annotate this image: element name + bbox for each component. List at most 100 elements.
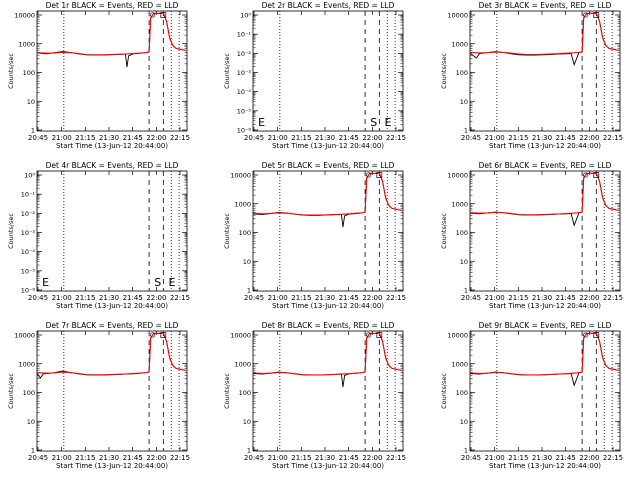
lld-series-line: [469, 332, 619, 376]
x-tick-label: 20:45: [28, 454, 48, 462]
x-tick-label: 21:45: [556, 454, 576, 462]
y-axis-label: Counts/sec: [7, 373, 15, 409]
y-tick-label: 10⁻¹: [21, 191, 36, 199]
x-tick-label: 21:15: [291, 294, 311, 302]
x-axis-label: Start Time (13-Jun-12 20:44:00): [56, 462, 168, 470]
x-tick-label: 21:30: [315, 454, 335, 462]
x-tick-label: 21:15: [291, 134, 311, 142]
panel-title: Det 9r BLACK = Events, RED = LLD: [479, 321, 612, 330]
y-tick-label: 1000: [18, 40, 35, 48]
y-tick-label: 100: [23, 389, 35, 397]
panel-title: Det 4r BLACK = Events, RED = LLD: [46, 161, 179, 170]
y-tick-label: 10⁻⁴: [21, 248, 36, 256]
x-tick-label: 22:00: [146, 134, 166, 142]
x-tick-label: 21:30: [532, 134, 552, 142]
y-tick-label: 10: [27, 418, 35, 426]
y-tick-label: 10000: [447, 332, 468, 340]
saturation-marker: [150, 332, 156, 338]
x-tick-label: 22:00: [362, 294, 382, 302]
y-axis-label: Counts/sec: [223, 213, 231, 249]
y-tick-label: 1: [464, 127, 468, 135]
event-annotation: S: [370, 116, 377, 129]
x-tick-label: 21:30: [99, 294, 119, 302]
y-tick-label: 1: [31, 447, 35, 455]
y-tick-label: 10000: [230, 172, 251, 180]
y-tick-label: 1: [247, 287, 251, 295]
saturation-marker: [150, 12, 156, 18]
x-tick-label: 21:15: [291, 454, 311, 462]
y-tick-label: 1000: [18, 360, 35, 368]
saturation-marker: [376, 332, 383, 338]
x-tick-label: 20:45: [461, 134, 481, 142]
x-tick-label: 22:15: [603, 134, 623, 142]
saturation-marker: [593, 172, 600, 178]
lld-series-line: [252, 172, 402, 216]
x-tick-label: 21:30: [99, 134, 119, 142]
lld-series-line: [252, 332, 402, 376]
y-tick-label: 1: [464, 447, 468, 455]
event-annotation: S: [154, 276, 161, 289]
x-tick-label: 21:00: [485, 454, 505, 462]
y-axis-label: Counts/sec: [7, 53, 15, 89]
panel-det-8: Det 8r BLACK = Events, RED = LLD 20:45 21:…: [223, 321, 406, 470]
lld-series-line: [469, 172, 619, 216]
x-tick-label: 21:00: [485, 294, 505, 302]
y-tick-label: 1: [247, 447, 251, 455]
x-tick-label: 22:00: [579, 454, 599, 462]
y-axis-label: Counts/sec: [223, 53, 231, 89]
saturation-marker: [593, 12, 600, 18]
y-tick-label: 10⁻⁵: [237, 107, 252, 115]
saturation-marker: [593, 332, 600, 338]
x-tick-label: 22:15: [386, 134, 406, 142]
saturation-marker: [366, 332, 372, 338]
x-tick-label: 21:45: [123, 294, 143, 302]
y-tick-label: 10⁻²: [21, 210, 36, 218]
x-tick-label: 22:15: [170, 294, 190, 302]
panel-title: Det 5r BLACK = Events, RED = LLD: [262, 161, 395, 170]
y-tick-label: 10⁰: [240, 12, 251, 20]
x-axis-label: Start Time (13-Jun-12 20:44:00): [56, 142, 168, 150]
lld-series-line: [469, 12, 619, 56]
x-tick-label: 21:30: [532, 294, 552, 302]
panel-det-6: Det 6r BLACK = Events, RED = LLD 20:45 21:…: [440, 161, 623, 310]
panel-title: Det 8r BLACK = Events, RED = LLD: [262, 321, 395, 330]
x-tick-label: 21:15: [508, 134, 528, 142]
event-annotation: E: [42, 276, 49, 289]
y-tick-label: 10: [460, 418, 468, 426]
x-tick-label: 20:45: [28, 134, 48, 142]
panel-det-7: Det 7r BLACK = Events, RED = LLD 20:45 21:…: [7, 321, 190, 470]
x-tick-label: 22:00: [146, 294, 166, 302]
y-tick-label: 10: [460, 98, 468, 106]
x-tick-label: 22:00: [579, 294, 599, 302]
panel-det-4: Det 4r BLACK = Events, RED = LLD 20:45 21:…: [7, 161, 190, 310]
plot-frame: [252, 10, 404, 132]
y-tick-label: 10000: [14, 332, 35, 340]
x-tick-label: 22:15: [386, 454, 406, 462]
y-tick-label: 10000: [230, 332, 251, 340]
saturation-marker: [366, 172, 372, 178]
x-tick-label: 20:45: [461, 294, 481, 302]
saturation-marker: [160, 332, 167, 338]
saturation-marker: [376, 172, 383, 178]
x-tick-label: 21:30: [315, 134, 335, 142]
x-tick-label: 21:45: [556, 134, 576, 142]
x-tick-label: 21:15: [75, 294, 95, 302]
y-axis-label: Counts/sec: [440, 53, 448, 89]
y-axis-label: Counts/sec: [440, 213, 448, 249]
y-tick-label: 10⁰: [24, 172, 35, 180]
event-annotation: E: [168, 276, 175, 289]
plot-frame: [469, 10, 621, 132]
x-tick-label: 21:15: [75, 134, 95, 142]
x-tick-label: 22:15: [603, 454, 623, 462]
y-tick-label: 10⁻⁶: [237, 127, 252, 135]
x-tick-label: 22:15: [170, 454, 190, 462]
y-tick-label: 1000: [451, 200, 468, 208]
y-tick-label: 1000: [234, 360, 251, 368]
y-tick-label: 10⁻³: [237, 69, 252, 77]
y-tick-label: 1000: [234, 200, 251, 208]
y-axis-label: Counts/sec: [7, 213, 15, 249]
y-tick-label: 10: [243, 258, 251, 266]
x-tick-label: 22:00: [362, 134, 382, 142]
event-annotation: E: [384, 116, 391, 129]
